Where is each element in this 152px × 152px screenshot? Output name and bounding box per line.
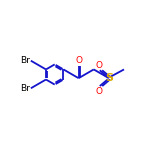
Text: O: O [96, 87, 103, 96]
Text: S: S [105, 73, 113, 83]
Text: Br: Br [20, 84, 30, 93]
Text: Br: Br [20, 56, 30, 65]
Text: O: O [76, 56, 83, 65]
Text: O: O [96, 61, 103, 70]
